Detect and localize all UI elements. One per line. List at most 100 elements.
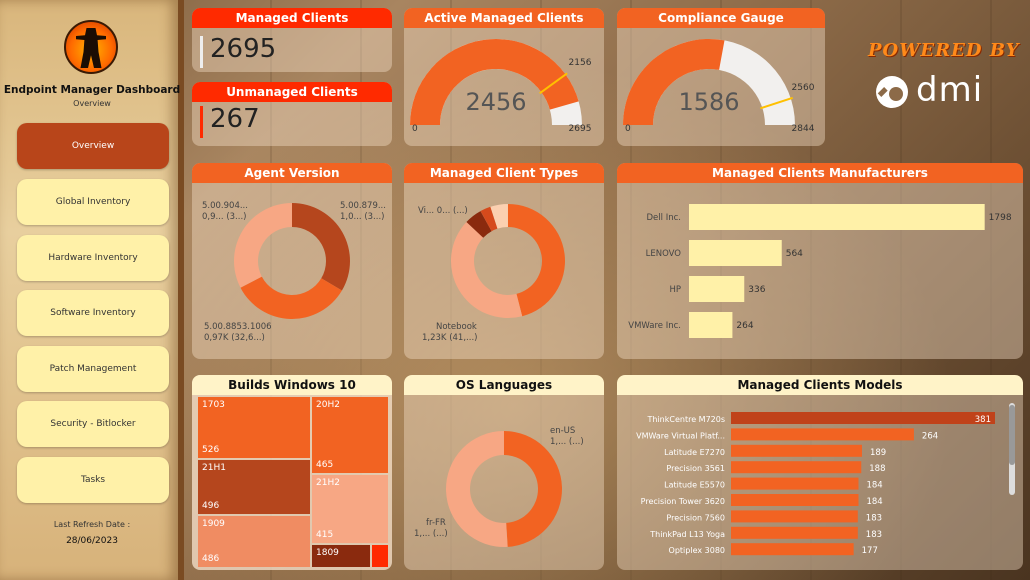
gauge-min: 0 (625, 124, 631, 134)
managed-clients-title: Managed Clients (192, 8, 392, 28)
donut-slice[interactable] (504, 431, 562, 547)
treemap-tile-value: 526 (202, 445, 220, 455)
models-bar-chart: ThinkCentre M720s 381 VMWare Virtual Platf… (636, 412, 995, 556)
treemap-tile-label: 1809 (316, 548, 339, 558)
app-subtitle: Overview (73, 99, 111, 108)
donut-slice[interactable] (451, 222, 523, 318)
treemap-tile[interactable]: 21H2 415 (312, 475, 388, 543)
bar-category-label: ThinkCentre M720s (646, 415, 725, 424)
manufacturers-card[interactable]: Managed Clients Manufacturers Dell Inc. 1… (617, 163, 1023, 359)
donut-slice[interactable] (490, 204, 508, 229)
donut-label: fr-FR (426, 518, 446, 528)
bar-category-label: Latitude E5570 (664, 481, 725, 490)
bar[interactable] (731, 526, 858, 539)
gauge-min: 0 (412, 124, 418, 134)
unmanaged-clients-card[interactable]: Unmanaged Clients 267 (192, 82, 392, 146)
bar[interactable] (689, 312, 733, 338)
manufacturers-bar-chart: Dell Inc. 1798 LENOVO 564 HP 336 VMWare Inc. 26… (628, 204, 1012, 338)
bar-value-label: 184 (866, 481, 882, 491)
gauge-target-label: 2560 (792, 83, 815, 93)
bar-category-label: VMWare Virtual Platf... (636, 431, 725, 440)
managed-clients-card[interactable]: Managed Clients 2695 (192, 8, 392, 72)
donut-slice[interactable] (234, 203, 292, 288)
gauge-value: 1586 (678, 88, 739, 116)
kpi-accent-bar (200, 106, 203, 138)
donut-slice[interactable] (240, 276, 342, 319)
treemap-tile-value: 486 (202, 554, 220, 564)
languages-title: OS Languages (404, 375, 604, 395)
treemap-tile[interactable]: 1809 (312, 545, 370, 567)
bar-category-label: VMWare Inc. (628, 321, 681, 331)
donut-label: 0,97K (32,6...) (204, 333, 265, 343)
treemap-tile-value: 465 (316, 460, 334, 470)
builds-treemap: 1703 526 20H2 465 21H1 496 21H2 415 1909 486 1809 (198, 397, 388, 567)
gauge-target (539, 72, 568, 95)
unmanaged-clients-value: 267 (210, 104, 260, 134)
client-types-card[interactable]: Managed Client Types Vi... 0... (...) No… (404, 163, 604, 359)
treemap-tile-value: 415 (316, 530, 334, 540)
bar-category-label: Precision 7560 (666, 513, 725, 522)
active-clients-title: Active Managed Clients (404, 8, 604, 28)
builds-title: Builds Windows 10 (192, 375, 392, 395)
app-title: Endpoint Manager Dashboard (3, 84, 181, 96)
treemap-tile-label: 1703 (202, 400, 225, 410)
gauge-max: 2844 (792, 124, 815, 134)
builds-card[interactable]: Builds Windows 10 1703 526 20H2 465 21H1 496 2… (192, 375, 392, 570)
nav-global-inventory[interactable]: Global Inventory (17, 179, 169, 225)
donut-slice[interactable] (508, 204, 565, 317)
nav-software-inventory[interactable]: Software Inventory (17, 290, 169, 336)
languages-donut: en-US 1,... (...) fr-FR 1,... (...) (414, 426, 584, 547)
nav-hardware-inventory[interactable]: Hardware Inventory (17, 235, 169, 281)
bar-value-label: 183 (866, 530, 882, 540)
bar[interactable] (689, 240, 782, 266)
refresh-label: Last Refresh Date : (53, 520, 131, 529)
bar-category-label: Precision Tower 3620 (641, 497, 725, 506)
active-gauge: 2456 0 2695 2156 (410, 39, 592, 134)
nav-patch-management[interactable]: Patch Management (17, 346, 169, 392)
treemap-tile[interactable]: 20H2 465 (312, 397, 388, 473)
nav-overview[interactable]: Overview (17, 123, 169, 169)
powered-by-label: POWERED BY (868, 40, 1020, 61)
treemap-tile[interactable]: 21H1 496 (198, 460, 310, 514)
compliance-card[interactable]: Compliance Gauge 1586 0 2844 2560 (617, 8, 825, 146)
managed-clients-value: 2695 (210, 34, 277, 64)
active-clients-card[interactable]: Active Managed Clients 2456 0 2695 2156 (404, 8, 604, 146)
treemap-tile[interactable] (372, 545, 388, 567)
bar[interactable] (731, 477, 859, 490)
bar-category-label: ThinkPad L13 Yoga (649, 530, 725, 539)
bar[interactable] (731, 444, 862, 457)
sidebar: Endpoint Manager Dashboard Overview Over… (0, 0, 184, 580)
bar-value-label: 184 (866, 497, 882, 507)
nav-tasks[interactable]: Tasks (17, 457, 169, 503)
languages-card[interactable]: OS Languages en-US 1,... (...) fr-FR 1,.… (404, 375, 604, 570)
models-scrollbar-thumb[interactable] (1009, 405, 1015, 465)
bar[interactable] (731, 412, 995, 424)
treemap-tile-label: 21H1 (202, 463, 226, 473)
bar[interactable] (731, 461, 862, 474)
donut-label: 5.00.8853.1006 (204, 322, 272, 332)
models-card[interactable]: Managed Clients Models ThinkCentre M720s… (617, 375, 1023, 570)
treemap-tile[interactable]: 1909 486 (198, 516, 310, 567)
bar-value-label: 183 (866, 513, 882, 523)
treemap-tile[interactable]: 1703 526 (198, 397, 310, 458)
donut-label: Notebook (436, 322, 477, 332)
donut-slice[interactable] (480, 206, 498, 232)
kpi-accent-bar (200, 36, 203, 68)
agent-version-card[interactable]: Agent Version 5.00.904... 0,9... (3...) … (192, 163, 392, 359)
bar[interactable] (731, 543, 854, 556)
treemap-tile-label: 20H2 (316, 400, 340, 410)
donut-slice[interactable] (466, 211, 492, 238)
bar[interactable] (731, 510, 858, 523)
donut-slice[interactable] (445, 431, 508, 547)
gauge-max: 2695 (569, 124, 592, 134)
bar[interactable] (689, 276, 745, 302)
donut-slice[interactable] (292, 203, 350, 291)
donut-label: 5.00.879... (340, 201, 386, 211)
agent-version-title: Agent Version (192, 163, 392, 183)
nav-security-bitlocker[interactable]: Security - Bitlocker (17, 401, 169, 447)
bar-value-label: 188 (869, 464, 885, 474)
bar[interactable] (731, 428, 914, 441)
bar[interactable] (731, 494, 859, 506)
bar[interactable] (689, 204, 985, 230)
gauge-fill (623, 38, 725, 125)
